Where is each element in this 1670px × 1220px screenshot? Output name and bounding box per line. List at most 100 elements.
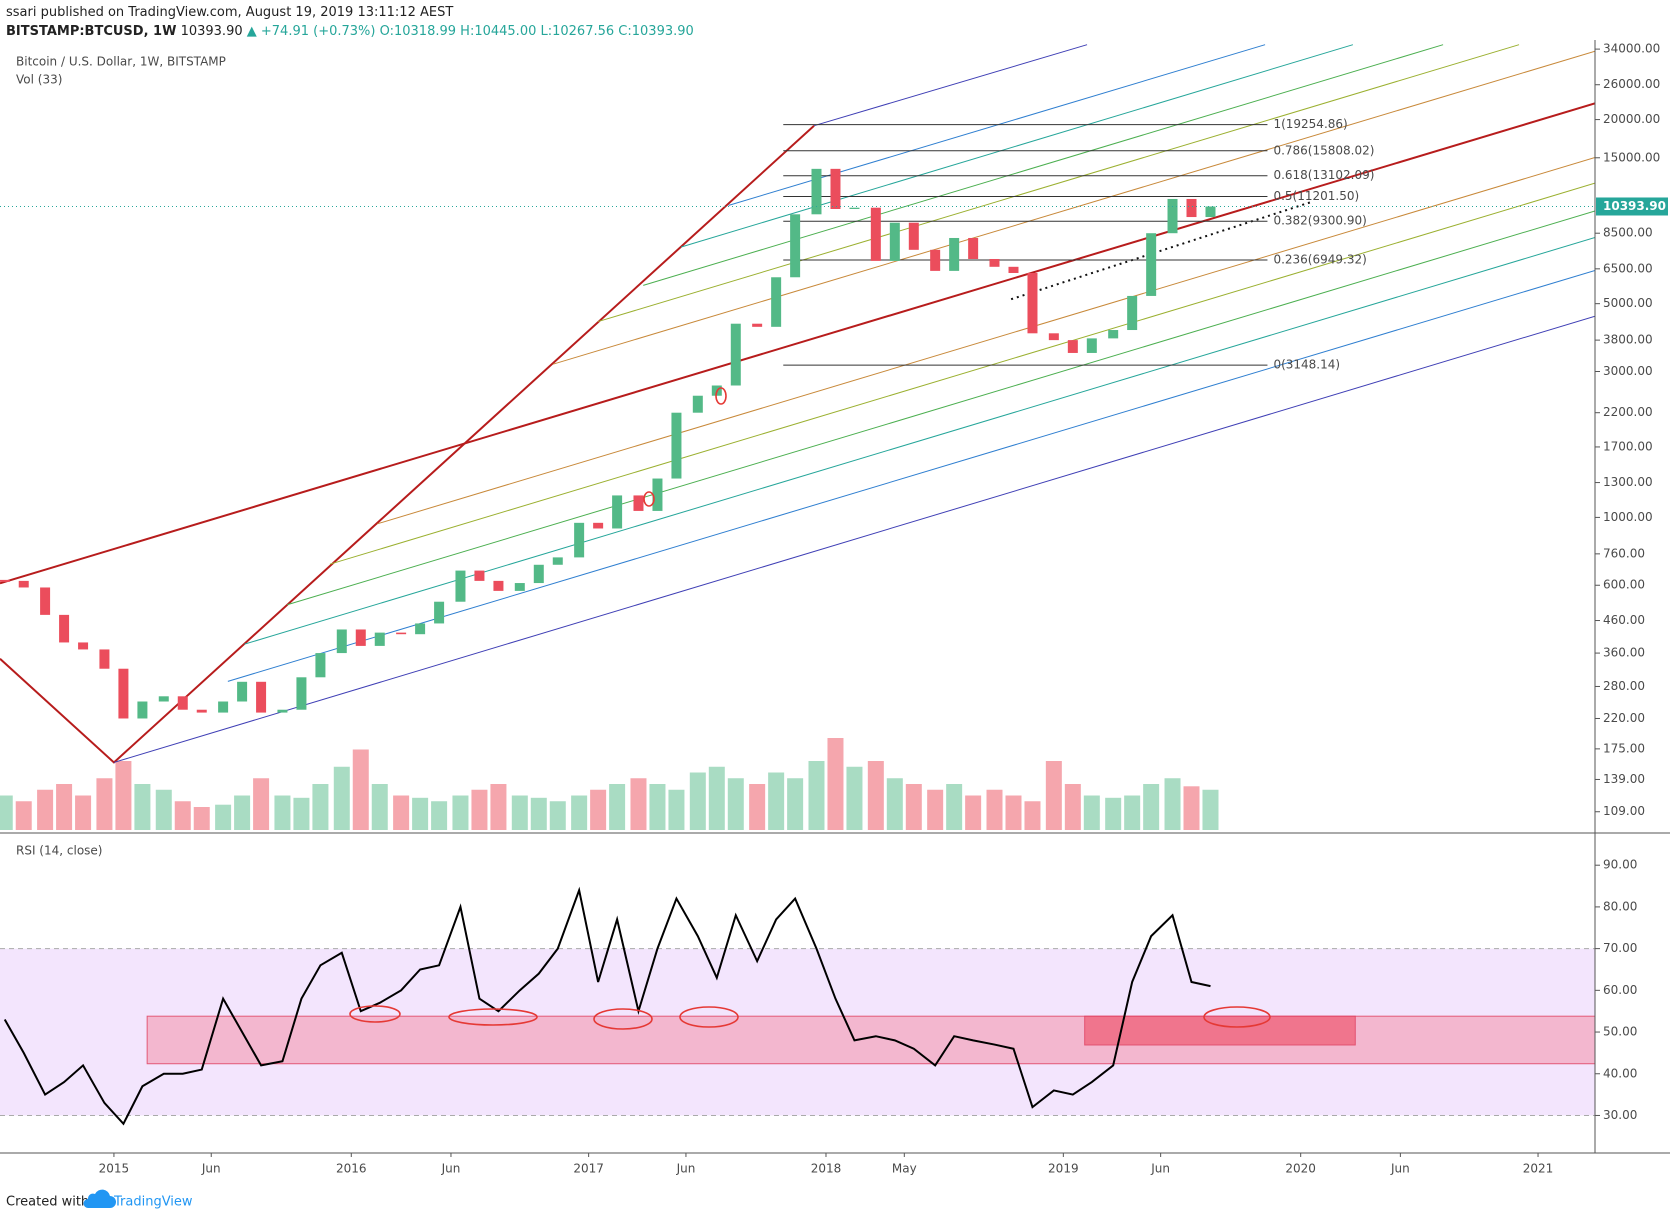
- volume-bar: [1143, 784, 1160, 830]
- volume-bar: [749, 784, 766, 830]
- candle: [396, 632, 407, 635]
- volume-bar: [867, 761, 884, 830]
- volume-bar: [727, 778, 744, 830]
- candle: [277, 709, 288, 713]
- candle: [908, 222, 919, 250]
- volume-bar: [393, 795, 410, 830]
- candle: [1127, 295, 1138, 331]
- candle: [177, 696, 188, 710]
- volume-bar: [56, 784, 73, 830]
- volume-bar: [371, 784, 388, 830]
- volume-bar: [530, 797, 547, 830]
- y-tick-label: 2200.00: [1603, 405, 1653, 419]
- y-tick-label: 600.00: [1603, 578, 1645, 592]
- volume-bar: [571, 795, 588, 830]
- volume-bar: [193, 807, 210, 830]
- volume-bar: [649, 784, 666, 830]
- y-tick-label: 1700.00: [1603, 439, 1653, 453]
- y-tick-label: 280.00: [1603, 679, 1645, 693]
- fib-label: 0.382(9300.90): [1273, 214, 1366, 228]
- candle: [752, 323, 763, 327]
- y-tick-label: 3000.00: [1603, 364, 1653, 378]
- volume-bar: [689, 772, 706, 830]
- annotations: [349, 387, 1271, 1030]
- candle: [1167, 198, 1178, 234]
- rsi-title: RSI (14, close): [16, 844, 102, 858]
- quote-line: BITSTAMP:BTCUSD, 1W 10393.90 ▲ +74.91 (+…: [6, 22, 694, 41]
- volume-bar: [590, 789, 607, 830]
- rsi-tick-label: 30.00: [1603, 1108, 1637, 1122]
- volume-bar: [96, 778, 113, 830]
- volume-bar: [827, 738, 844, 830]
- trend-line: [0, 124, 815, 764]
- candle: [218, 701, 229, 713]
- trend-line: [377, 157, 1595, 525]
- candle: [196, 709, 207, 713]
- volume-bar: [253, 778, 270, 830]
- annotation-circle: [349, 1005, 401, 1023]
- annotation-circle: [715, 387, 727, 405]
- volume-bar: [471, 789, 488, 830]
- y-tick-label: 20000.00: [1603, 112, 1660, 126]
- x-tick-label: Jun: [201, 1162, 221, 1176]
- candle: [1108, 330, 1119, 339]
- candle: [830, 168, 841, 209]
- candle: [118, 668, 129, 719]
- fib-label: 0.618(13102.09): [1273, 168, 1374, 182]
- candle: [99, 649, 110, 669]
- candle: [158, 696, 169, 702]
- x-tick-label: 2021: [1523, 1162, 1554, 1176]
- volume-bar: [312, 784, 329, 830]
- y-tick-label: 460.00: [1603, 613, 1645, 627]
- volume-bar: [274, 795, 291, 830]
- fib-label: 0.236(6949.32): [1273, 252, 1366, 266]
- fib-label: 1(19254.86): [1273, 117, 1347, 131]
- candle: [692, 395, 703, 413]
- x-tick-label: 2018: [811, 1162, 842, 1176]
- x-tick-label: Jun: [1150, 1162, 1170, 1176]
- volume-bar: [787, 778, 804, 830]
- trend-line: [113, 315, 1595, 763]
- y-tick-label: 15000.00: [1603, 150, 1660, 164]
- volume-bar: [1202, 789, 1219, 830]
- x-tick-label: 2020: [1285, 1162, 1316, 1176]
- candle: [1205, 206, 1216, 218]
- y-tick-label: 5000.00: [1603, 296, 1653, 310]
- x-tick-label: 2019: [1048, 1162, 1079, 1176]
- candle: [40, 587, 51, 615]
- candle: [474, 570, 485, 581]
- y-tick-label: 175.00: [1603, 741, 1645, 755]
- candle: [137, 701, 148, 719]
- volume-bar: [1005, 795, 1022, 830]
- volume-bar: [75, 795, 92, 830]
- annotation-circle: [1203, 1006, 1271, 1028]
- volume-bar: [134, 784, 151, 830]
- fib-label: 0.5(11201.50): [1273, 189, 1359, 203]
- candle: [1067, 340, 1078, 353]
- trend-line: [227, 269, 1595, 682]
- volume-bar: [986, 789, 1003, 830]
- rsi-tick-label: 80.00: [1603, 899, 1637, 913]
- candle: [1146, 233, 1157, 296]
- candle: [989, 258, 1000, 267]
- candle: [434, 601, 445, 624]
- trend-line: [597, 44, 1520, 323]
- volume-bar: [630, 778, 647, 830]
- rsi-tick-label: 70.00: [1603, 941, 1637, 955]
- logo: [83, 1189, 116, 1208]
- x-tick-label: Jun: [676, 1162, 696, 1176]
- volume-bar: [352, 749, 369, 830]
- y-tick-label: 26000.00: [1603, 77, 1660, 91]
- rsi-tick-label: 50.00: [1603, 1025, 1637, 1039]
- volume-bar: [293, 797, 310, 830]
- fib-label: 0.786(15808.02): [1273, 143, 1374, 157]
- candle: [18, 580, 29, 588]
- y-tick-label: 109.00: [1603, 804, 1645, 818]
- volume-label: Vol (33): [16, 73, 62, 87]
- trend-line: [0, 102, 1595, 585]
- last: 10393.90: [180, 24, 243, 39]
- candle: [889, 222, 900, 261]
- volume-bar: [333, 766, 350, 830]
- candle: [790, 214, 801, 278]
